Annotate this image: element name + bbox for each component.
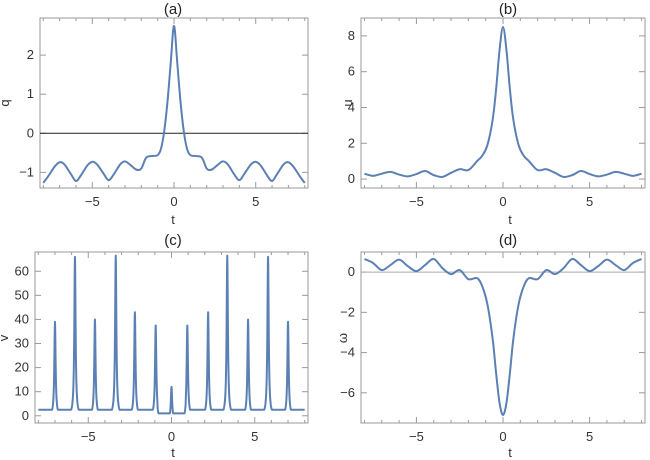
plot-frame (360, 251, 646, 424)
y-tick-label: 4 (348, 99, 355, 114)
panel-b: (b) −5 0 5 0 2 4 6 8 t u (340, 1, 646, 227)
x-axis-label: t (508, 212, 512, 227)
x-axis-label: t (508, 445, 512, 460)
x-axis-label: t (171, 445, 175, 460)
panel-title: (c) (164, 232, 182, 249)
series-line (42, 24, 306, 184)
y-axis-label: q (0, 99, 12, 106)
y-tick-label: 2 (27, 47, 34, 62)
y-tick-label: 8 (348, 28, 355, 43)
y-tick-label: −1 (19, 164, 34, 179)
panel-title: (d) (499, 232, 517, 249)
y-tick-label: −6 (340, 385, 355, 400)
panel-a: (a) −5 0 5 −1 0 1 2 t q (0, 1, 309, 227)
y-tick-label: 0 (348, 171, 355, 186)
y-tick-label: 6 (348, 64, 355, 79)
y-tick-label: 20 (15, 360, 29, 375)
y-tick-label: −4 (340, 345, 355, 360)
y-tick-label: 2 (348, 135, 355, 150)
y-tick-label: 30 (15, 336, 29, 351)
series-line (364, 25, 642, 178)
plot-frame (360, 17, 646, 189)
x-tick-label: −5 (85, 194, 100, 209)
x-tick-label: 0 (499, 194, 506, 209)
y-tick-label: 40 (15, 311, 29, 326)
panel-title: (a) (164, 1, 182, 18)
x-tick-label: −5 (409, 194, 424, 209)
y-axis-label: u (340, 99, 355, 106)
y-tick-label: 50 (15, 287, 29, 302)
x-tick-label: 0 (170, 194, 177, 209)
x-tick-label: 5 (252, 194, 259, 209)
x-tick-label: 0 (168, 429, 175, 444)
series-line (364, 258, 642, 416)
x-tick-label: 0 (499, 429, 506, 444)
y-tick-label: −2 (340, 304, 355, 319)
x-tick-label: −5 (81, 429, 96, 444)
y-tick-label: 0 (348, 264, 355, 279)
y-tick-label: 1 (27, 86, 34, 101)
y-axis-label: v (0, 334, 11, 341)
x-tick-label: 5 (586, 429, 593, 444)
x-axis-label: t (171, 212, 175, 227)
panel-title: (b) (499, 1, 517, 18)
series-line (37, 254, 306, 415)
x-tick-label: 5 (251, 429, 258, 444)
y-tick-label: 0 (22, 408, 29, 423)
plot-frame (39, 17, 309, 189)
x-tick-label: −5 (409, 429, 424, 444)
x-tick-label: 5 (586, 194, 593, 209)
panel-c: (c)−5050102030405060tv (0, 232, 309, 460)
y-tick-label: 0 (27, 125, 34, 140)
y-axis-label: ω (335, 333, 350, 343)
y-tick-label: 10 (15, 384, 29, 399)
y-tick-label: 60 (15, 263, 29, 278)
